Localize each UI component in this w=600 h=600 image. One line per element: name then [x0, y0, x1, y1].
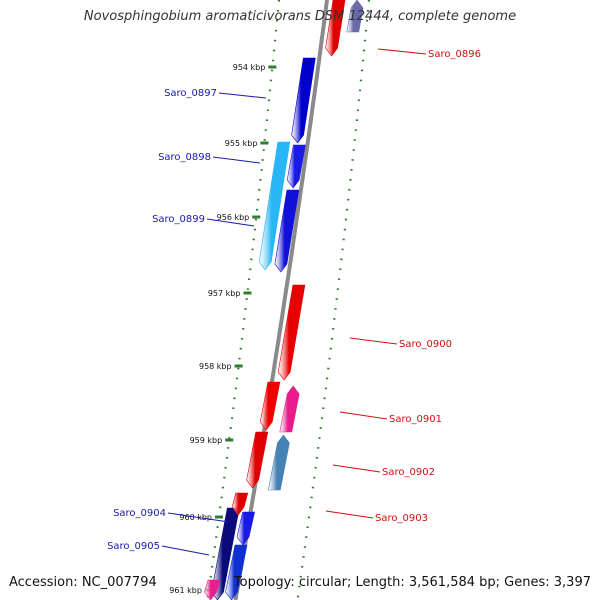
tick-959-label: 959 kbp [190, 436, 223, 445]
tick-955-label: 955 kbp [225, 139, 258, 148]
label-saro-0896: Saro_0896 [428, 49, 481, 60]
outer-dotted-guide [296, 0, 371, 600]
gene-light-blue [258, 141, 291, 271]
gene-saro-0905-lower [225, 544, 248, 600]
label-saro-0901: Saro_0901 [389, 414, 442, 425]
tick-960-mark [215, 515, 223, 519]
label-saro-0896-leader [377, 48, 427, 55]
label-saro-0902: Saro_0902 [382, 467, 435, 478]
tick-958-label: 958 kbp [199, 362, 232, 371]
tick-956-mark [252, 215, 261, 219]
topology-summary: Topology: circular; Length: 3,561,584 bp… [233, 575, 591, 590]
gene-saro-0896 [325, 0, 346, 57]
tick-959-mark [225, 438, 234, 442]
gene-saro-0901 [279, 385, 300, 433]
label-saro-0900: Saro_0900 [399, 339, 452, 350]
gene-saro-0898 [286, 144, 306, 189]
accession-text: Accession: NC_007794 [9, 575, 157, 590]
gene-saro-0903 [231, 492, 249, 516]
label-saro-0901-leader [339, 411, 388, 420]
map-title: Novosphingobium aromaticivorans DSM 1244… [83, 9, 517, 24]
gene-pink-bottom [204, 579, 221, 600]
label-saro-0902-leader [332, 464, 381, 473]
label-saro-0903: Saro_0903 [375, 513, 428, 524]
tick-955-mark [260, 141, 269, 145]
gene-red-low [246, 431, 269, 489]
tick-954-mark [268, 65, 277, 69]
label-saro-0904: Saro_0904 [113, 508, 166, 519]
gene-saro-0897 [291, 57, 316, 144]
gene-saro-0902 [267, 434, 290, 491]
label-saro-0905: Saro_0905 [107, 541, 160, 552]
tick-956-label: 956 kbp [217, 213, 250, 222]
gene-saro-0899 [274, 189, 300, 273]
label-saro-0904-leader [167, 512, 230, 523]
inner-dotted-guide [206, 0, 281, 600]
label-saro-0898-leader [212, 156, 261, 164]
tick-957-label: 957 kbp [208, 289, 241, 298]
gene-red-mid [259, 381, 281, 431]
label-saro-0897-leader [218, 92, 267, 99]
gene-saro-0900 [277, 284, 306, 381]
label-saro-0903-leader [325, 510, 374, 519]
gene-saro-0905-upper [236, 511, 255, 546]
label-saro-0898: Saro_0898 [158, 152, 211, 163]
gene-purple-top [346, 0, 364, 33]
label-saro-0900-leader [349, 337, 398, 345]
label-saro-0899: Saro_0899 [152, 214, 205, 225]
tick-954-label: 954 kbp [233, 63, 266, 72]
label-saro-0897: Saro_0897 [164, 88, 217, 99]
tick-961-label: 961 kbp [169, 586, 202, 595]
tick-958-mark [234, 364, 243, 368]
label-saro-0905-leader [161, 545, 210, 556]
label-saro-0899-leader [206, 218, 255, 227]
backbone-line [233, 0, 329, 600]
tick-957-mark [243, 291, 252, 295]
